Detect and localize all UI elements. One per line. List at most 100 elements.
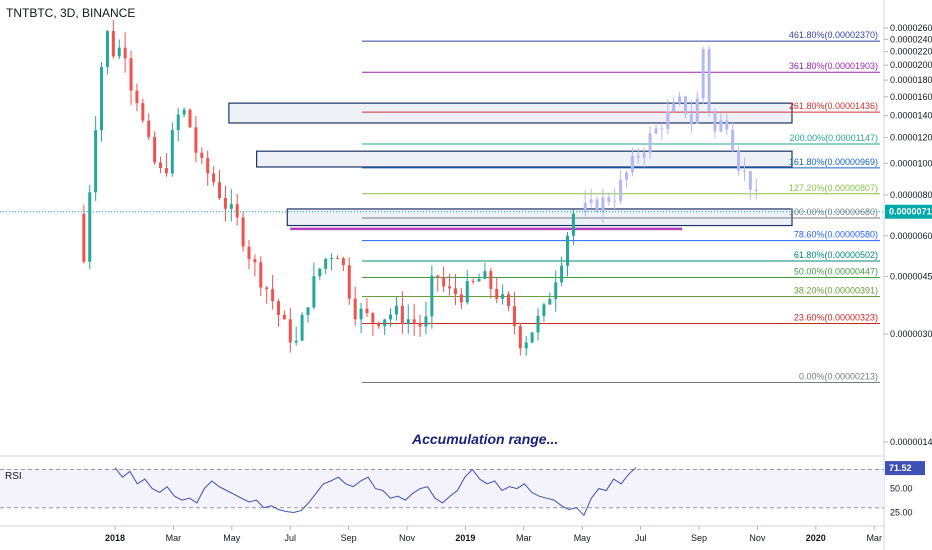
time-tick-label: Jul <box>284 533 296 543</box>
projection-body <box>695 98 699 124</box>
fib-level-label: 100.00%(0.00000680) <box>789 207 878 217</box>
projection-body <box>678 96 682 104</box>
candle-body <box>465 281 469 303</box>
projection-body <box>666 111 670 130</box>
candle-body <box>335 258 339 260</box>
projection-body <box>660 128 664 130</box>
time-tick-label: Nov <box>399 533 416 543</box>
fib-level-label: 161.80%(0.00000969) <box>789 157 878 167</box>
projection-body <box>672 103 676 112</box>
candle-body <box>330 258 334 260</box>
resistance-zone[interactable] <box>286 208 793 227</box>
candle-body <box>111 31 115 57</box>
fib-level-label: 50.00%(0.00000447) <box>794 266 878 276</box>
candle-body <box>159 162 163 169</box>
candle-body <box>424 316 428 327</box>
candle-body <box>566 235 570 266</box>
fib-level-label: 127.20%(0.00000807) <box>789 183 878 193</box>
fib-level-label: 0.00%(0.00000213) <box>799 372 878 382</box>
candle-body <box>218 182 222 199</box>
time-tick-label: 2019 <box>455 533 475 543</box>
projection-body <box>607 197 611 202</box>
projection-body <box>683 96 687 115</box>
candle-body <box>442 277 446 287</box>
candle-body <box>418 322 422 327</box>
chart-title: TNTBTC, 3D, BINANCE <box>6 6 135 20</box>
rsi-band <box>0 469 884 508</box>
projection-body <box>689 114 693 124</box>
candle-body <box>400 305 404 325</box>
candle-body <box>318 268 322 277</box>
time-tick-label: Mar <box>866 533 882 543</box>
candle-body <box>276 301 280 315</box>
candle-body <box>571 213 575 236</box>
current-price-badge[interactable] <box>885 204 932 219</box>
candle-body <box>489 271 493 289</box>
candle-body <box>153 136 157 163</box>
time-tick-label: Sep <box>691 533 707 543</box>
price-candles <box>82 20 575 356</box>
candle-body <box>170 130 174 174</box>
candle-body <box>282 314 286 320</box>
candle-body <box>147 120 151 137</box>
projection-body <box>701 49 705 99</box>
resistance-zone[interactable] <box>256 150 793 168</box>
projection-body <box>619 179 623 201</box>
rsi-pane[interactable]: RSI 50.00 25.00 71.52 <box>0 461 925 517</box>
projection-body <box>713 111 717 132</box>
candle-body <box>406 319 410 325</box>
current-price-label: 0.00000711 <box>889 207 932 217</box>
projection-body <box>719 120 723 132</box>
candle-body <box>536 315 540 333</box>
candle-body <box>495 288 499 299</box>
candle-body <box>554 282 558 300</box>
candle-body <box>324 258 328 269</box>
candle-body <box>483 271 487 279</box>
fib-zones[interactable] <box>228 102 793 227</box>
candle-body <box>259 262 263 288</box>
candle-body <box>371 313 375 323</box>
time-tick-label: 2020 <box>806 533 826 543</box>
candle-body <box>229 204 233 209</box>
projection-body <box>707 49 711 112</box>
candle-body <box>477 278 481 282</box>
candle-body <box>501 294 505 299</box>
candle-body <box>288 319 292 343</box>
projection-body <box>625 172 629 180</box>
candle-body <box>100 66 104 131</box>
candle-body <box>141 103 145 121</box>
candle-body <box>206 157 210 174</box>
time-tick-label: May <box>223 533 241 543</box>
fib-level-label: 361.80%(0.00001903) <box>789 61 878 71</box>
projection-body <box>636 155 640 158</box>
candle-body <box>312 276 316 308</box>
candle-body <box>105 31 109 67</box>
candle-body <box>548 299 552 305</box>
candle-body <box>365 308 369 314</box>
rsi-value-badge[interactable] <box>885 461 925 476</box>
candle-body <box>253 259 257 263</box>
candle-body <box>117 47 121 57</box>
time-axis[interactable]: 2018 Mar May Jul Sep Nov 2019 Mar May Jul Sep Nov 20… <box>105 526 882 543</box>
projection-bars <box>583 45 758 223</box>
candle-body <box>394 305 398 315</box>
candle-body <box>235 204 239 218</box>
fib-level-label: 461.80%(0.00002370) <box>789 30 878 40</box>
projection-body <box>630 155 634 173</box>
projection-body <box>595 199 599 212</box>
candle-body <box>430 275 434 317</box>
candle-body <box>389 314 393 320</box>
resistance-zone[interactable] <box>228 102 793 124</box>
candle-body <box>341 258 345 266</box>
